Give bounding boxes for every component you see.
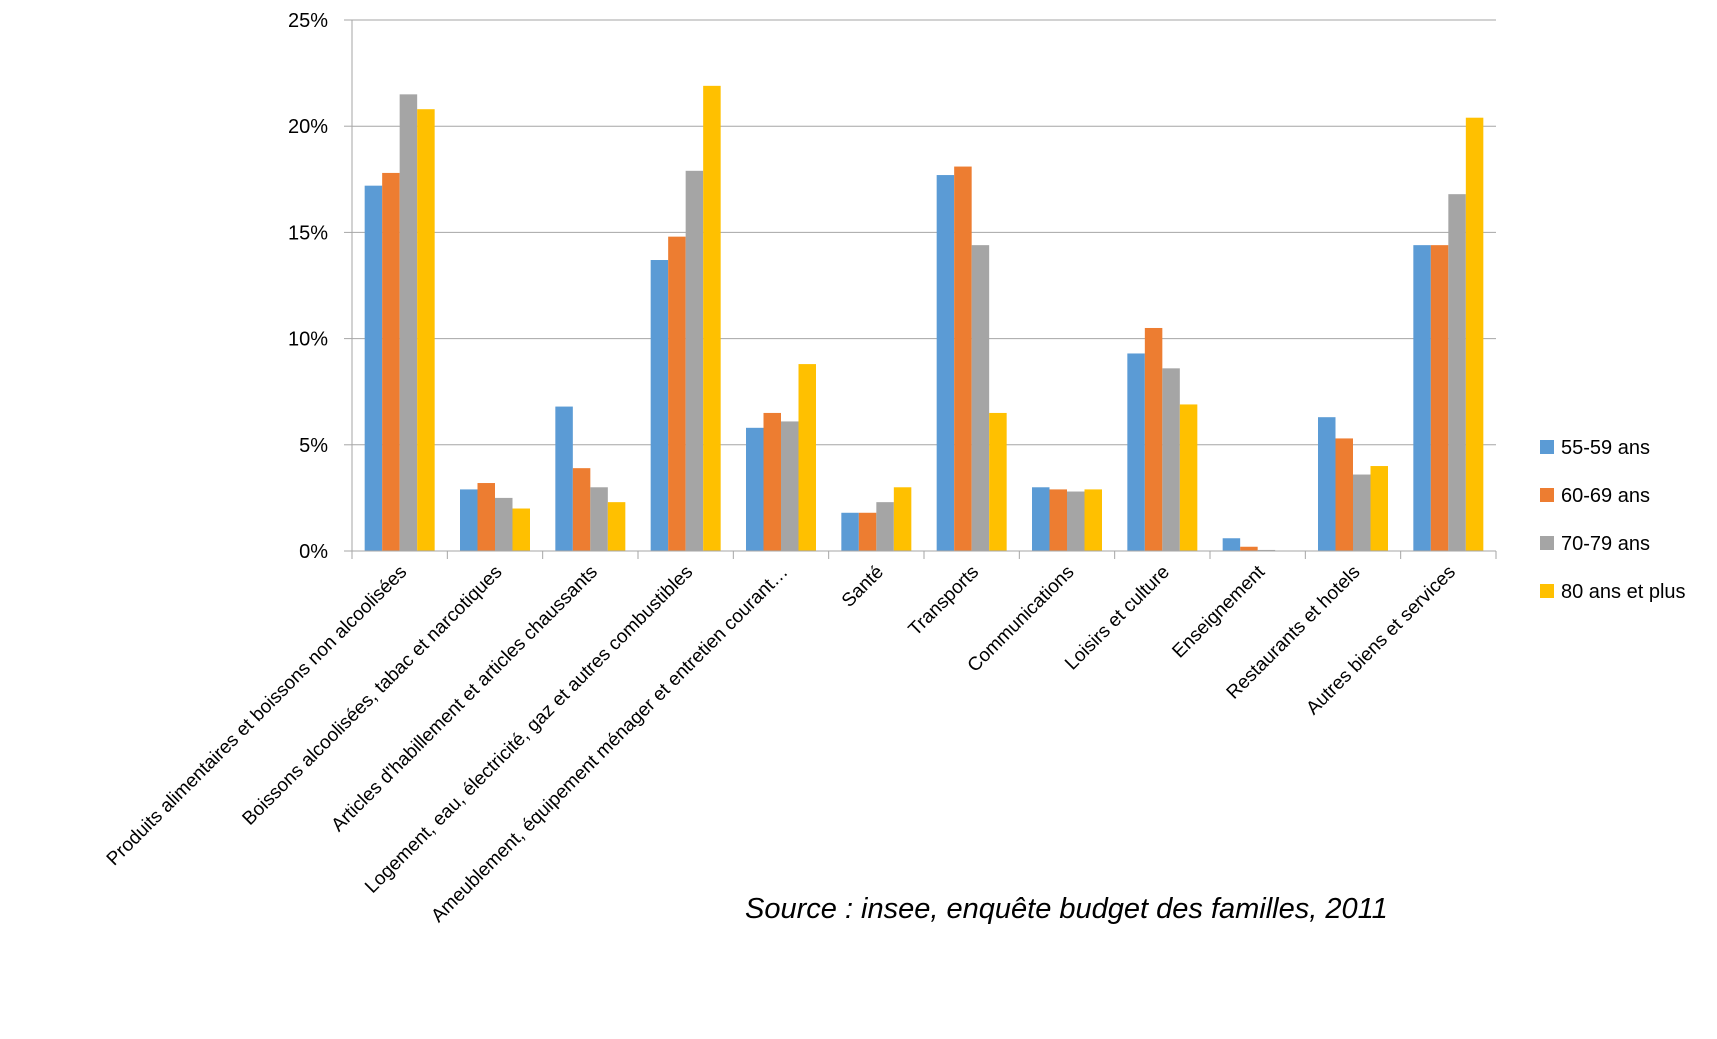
legend-swatch (1540, 584, 1554, 598)
bar (572, 468, 591, 551)
gridlines (352, 19, 1496, 446)
bars (364, 85, 1484, 552)
x-category-label: Ameublement, équipement ménager et entre… (427, 562, 792, 927)
bar (781, 421, 799, 551)
x-category-labels: Produits alimentaires et boissons non al… (103, 561, 1460, 927)
y-tick-label: 20% (288, 116, 328, 138)
bar (1127, 353, 1145, 551)
legend-label: 55-59 ans (1561, 437, 1650, 459)
source-note: Source : insee, enquête budget des famil… (745, 893, 1388, 925)
x-category-label: Santé (838, 562, 888, 612)
y-tick-label: 5% (299, 435, 328, 457)
y-tick-label: 25% (288, 10, 328, 32)
legend-swatch (1540, 536, 1554, 550)
y-tick-labels: 0% 5% 10% 15% 20% 25% (288, 10, 328, 563)
x-category-label: Loisirs et culture (1061, 562, 1174, 675)
bar (1240, 546, 1258, 551)
x-category-label: Enseignement (1168, 561, 1269, 662)
bar (399, 94, 418, 551)
bar (1335, 438, 1353, 551)
bar (477, 483, 495, 551)
bar (650, 260, 669, 551)
legend-swatch (1540, 440, 1554, 454)
bar (460, 489, 478, 551)
bar (954, 166, 972, 551)
bar (417, 109, 435, 551)
bar (746, 427, 764, 551)
x-category-label: Logement, eau, électricité, gaz et autre… (361, 562, 697, 898)
bar (364, 185, 383, 551)
bar (936, 175, 955, 551)
bar (590, 487, 608, 551)
bar (685, 170, 704, 551)
bar (1032, 487, 1050, 551)
bar (1370, 466, 1388, 551)
bar (607, 502, 626, 551)
bar (1257, 549, 1276, 551)
bar (876, 502, 894, 551)
bar (555, 406, 573, 551)
legend-label: 80 ans et plus (1561, 581, 1686, 603)
bar (1222, 538, 1241, 551)
bar (512, 508, 530, 551)
legend: 55-59 ans 60-69 ans 70-79 ans 80 ans et plu… (1540, 437, 1686, 603)
bar (382, 172, 400, 552)
legend-label: 60-69 ans (1561, 485, 1650, 507)
bar (1162, 368, 1180, 551)
bar (1179, 404, 1198, 551)
bar (703, 85, 721, 552)
bar (1413, 245, 1431, 552)
bar (1353, 474, 1371, 551)
bar (1067, 491, 1085, 551)
y-tick-label: 0% (299, 541, 328, 563)
bar (971, 245, 990, 552)
y-tick-label: 15% (288, 222, 328, 244)
bar (1084, 489, 1102, 551)
bar (763, 412, 781, 551)
y-tick-label: 10% (288, 329, 328, 351)
bar (495, 497, 513, 551)
bar (1465, 117, 1484, 551)
legend-swatch (1540, 488, 1554, 502)
axes (344, 19, 1497, 559)
bar (1430, 245, 1449, 552)
bar (1144, 327, 1163, 551)
bar (1318, 417, 1336, 551)
bar (1448, 194, 1466, 551)
bar (841, 512, 859, 551)
legend-label: 70-79 ans (1561, 533, 1650, 555)
bar (668, 236, 686, 551)
bar (989, 412, 1007, 551)
bar (798, 364, 816, 551)
bar (858, 512, 877, 551)
bar (893, 487, 912, 551)
x-category-label: Transports (905, 562, 984, 641)
bar (1049, 489, 1067, 551)
